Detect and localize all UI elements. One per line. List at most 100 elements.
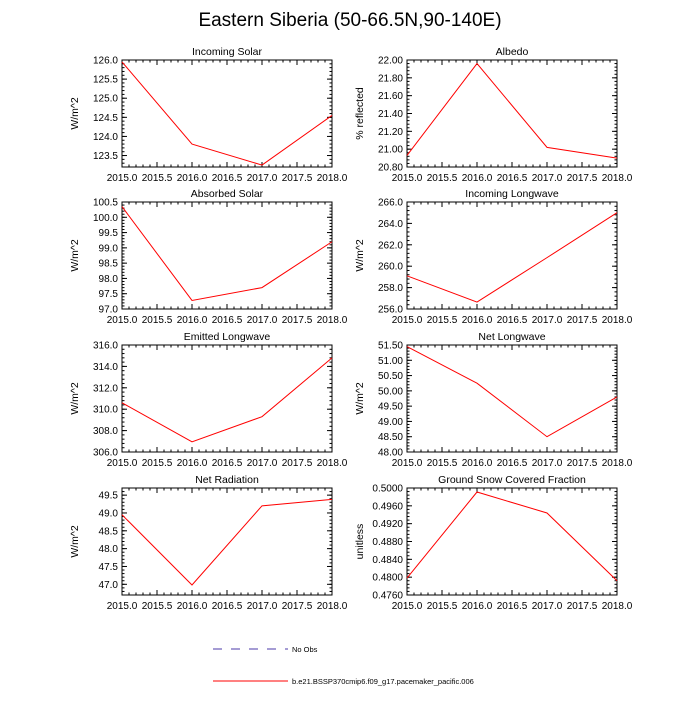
series-line-0	[407, 213, 617, 302]
y-tick-label: 21.80	[378, 73, 403, 84]
x-tick-label: 2016.5	[212, 458, 243, 469]
panel-title: Net Longwave	[478, 331, 545, 343]
y-tick-label: 47.0	[99, 580, 119, 591]
x-tick-label: 2016.5	[212, 315, 243, 326]
x-tick-label: 2017.5	[282, 173, 313, 184]
y-tick-label: 126.0	[93, 56, 118, 67]
x-tick-label: 2016.5	[497, 173, 528, 184]
x-tick-label: 2017.0	[532, 601, 563, 612]
x-tick-label: 2015.0	[392, 601, 423, 612]
y-tick-label: 306.0	[93, 448, 118, 459]
x-tick-label: 2016.5	[497, 601, 528, 612]
x-tick-label: 2017.0	[247, 315, 278, 326]
x-tick-label: 2017.0	[532, 315, 563, 326]
x-tick-label: 2016.0	[462, 601, 493, 612]
y-tick-label: 48.0	[99, 544, 119, 555]
y-axis-label: W/m^2	[69, 525, 81, 558]
x-tick-label: 2015.0	[107, 315, 138, 326]
x-tick-label: 2016.0	[177, 458, 208, 469]
y-tick-label: 260.0	[378, 262, 403, 273]
y-axis-label: unitless	[354, 524, 366, 560]
y-tick-label: 50.00	[378, 386, 403, 397]
y-tick-label: 98.0	[99, 274, 119, 285]
y-tick-label: 21.00	[378, 145, 403, 156]
y-tick-label: 97.5	[99, 289, 119, 300]
y-tick-label: 49.00	[378, 417, 403, 428]
x-tick-label: 2017.0	[247, 173, 278, 184]
x-tick-label: 2015.0	[107, 458, 138, 469]
x-tick-label: 2018.0	[602, 601, 633, 612]
x-tick-label: 2016.5	[212, 601, 243, 612]
y-tick-label: 258.0	[378, 283, 403, 294]
y-tick-label: 20.80	[378, 163, 403, 174]
x-tick-label: 2018.0	[317, 458, 348, 469]
y-tick-label: 256.0	[378, 305, 403, 316]
y-tick-label: 0.4920	[372, 519, 403, 530]
y-tick-label: 312.0	[93, 383, 118, 394]
x-tick-label: 2017.5	[567, 315, 598, 326]
y-tick-label: 100.5	[93, 198, 118, 209]
y-tick-label: 97.0	[99, 305, 119, 316]
x-tick-label: 2015.5	[142, 173, 173, 184]
y-tick-label: 47.5	[99, 562, 119, 573]
x-tick-label: 2015.5	[142, 315, 173, 326]
x-tick-label: 2015.5	[142, 458, 173, 469]
y-tick-label: 124.5	[93, 113, 118, 124]
plot-frame	[407, 488, 617, 595]
series-line-0	[122, 358, 332, 442]
y-tick-label: 21.20	[378, 127, 403, 138]
x-tick-label: 2015.5	[427, 315, 458, 326]
x-tick-label: 2016.0	[462, 173, 493, 184]
x-tick-label: 2016.5	[212, 173, 243, 184]
y-tick-label: 49.5	[99, 491, 119, 502]
series-line-0	[122, 62, 332, 165]
series-line-0	[407, 64, 617, 159]
y-tick-label: 21.60	[378, 91, 403, 102]
y-tick-label: 98.5	[99, 259, 119, 270]
panel-title: Emitted Longwave	[184, 331, 271, 343]
y-axis-label: W/m^2	[69, 239, 81, 272]
y-tick-label: 0.4760	[372, 591, 403, 602]
y-tick-label: 316.0	[93, 341, 118, 352]
y-axis-label: W/m^2	[69, 382, 81, 415]
y-tick-label: 123.5	[93, 151, 118, 162]
panel-title: Net Radiation	[195, 474, 259, 486]
x-tick-label: 2016.5	[497, 315, 528, 326]
x-tick-label: 2016.0	[462, 458, 493, 469]
x-tick-label: 2015.5	[427, 173, 458, 184]
panel-4: Emitted Longwave 2015.0 2015.5 2016.0 2016.5…	[69, 331, 348, 469]
series-line-0	[122, 207, 332, 301]
plot-frame	[122, 345, 332, 452]
y-tick-label: 22.00	[378, 56, 403, 67]
x-tick-label: 2017.5	[567, 458, 598, 469]
series-line-0	[407, 492, 617, 581]
x-tick-label: 2017.0	[532, 458, 563, 469]
x-tick-label: 2017.5	[567, 173, 598, 184]
x-tick-label: 2015.0	[107, 601, 138, 612]
x-tick-label: 2018.0	[602, 173, 633, 184]
panel-title: Incoming Solar	[192, 46, 263, 58]
y-tick-label: 100.0	[93, 213, 118, 224]
x-tick-label: 2015.5	[427, 601, 458, 612]
figure-title: Eastern Siberia (50-66.5N,90-140E)	[0, 10, 700, 32]
legend: No Obsb.e21.BSSP370cmip6.f09_g17.pacemak…	[213, 645, 474, 686]
x-tick-label: 2018.0	[317, 173, 348, 184]
y-tick-label: 266.0	[378, 198, 403, 209]
y-tick-label: 50.50	[378, 371, 403, 382]
y-tick-label: 99.0	[99, 243, 119, 254]
plot-frame	[407, 202, 617, 309]
y-tick-label: 0.4840	[372, 555, 403, 566]
x-tick-label: 2015.0	[107, 173, 138, 184]
x-tick-label: 2017.0	[247, 458, 278, 469]
x-tick-label: 2018.0	[602, 315, 633, 326]
y-tick-label: 49.50	[378, 402, 403, 413]
y-axis-label: % reflected	[354, 87, 366, 140]
x-tick-label: 2016.0	[462, 315, 493, 326]
y-tick-label: 48.00	[378, 448, 403, 459]
